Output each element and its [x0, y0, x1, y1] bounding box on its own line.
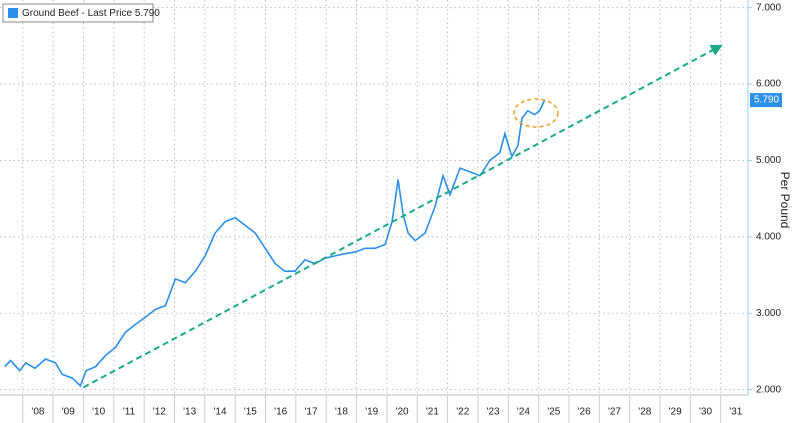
legend-label: Ground Beef - Last Price 5.790 [22, 8, 160, 19]
x-tick-label: '25 [547, 407, 560, 418]
last-price-box [750, 93, 782, 108]
x-tick-label: '15 [244, 407, 257, 418]
x-tick-label: '23 [487, 407, 500, 418]
grid [0, 0, 748, 395]
x-tick-label: '30 [699, 407, 712, 418]
x-tick-label: '14 [213, 407, 226, 418]
x-tick-label: '26 [578, 407, 591, 418]
x-tick-label: '09 [62, 407, 75, 418]
x-tick-label: '22 [456, 407, 469, 418]
legend-swatch [8, 8, 18, 18]
x-tick-label: '20 [396, 407, 409, 418]
legend-box [2, 3, 154, 23]
data-line [4, 99, 546, 388]
x-tick-label: '24 [517, 407, 530, 418]
highlight-ellipse [513, 98, 559, 128]
last-price-label: 5.790 [754, 95, 779, 106]
y-axis-title: Per Pound [778, 172, 792, 229]
x-tick-label: '28 [638, 407, 651, 418]
x-tick-label: '19 [365, 407, 378, 418]
x-tick-label: '29 [669, 407, 682, 418]
x-tick-label: '21 [426, 407, 439, 418]
legend: Ground Beef - Last Price 5.790 [2, 3, 160, 23]
y-tick-label: 6.000 [756, 79, 781, 90]
plot [4, 44, 723, 389]
x-tick-label: '10 [92, 407, 105, 418]
x-tick-label: '08 [31, 407, 44, 418]
x-tick-label: '31 [729, 407, 742, 418]
y-tick-label: 5.000 [756, 155, 781, 166]
x-tick-label: '16 [274, 407, 287, 418]
x-tick-label: '18 [335, 407, 348, 418]
x-tick-label: '17 [305, 407, 318, 418]
y-tick-label: 2.000 [756, 384, 781, 395]
x-tick-label: '27 [608, 407, 621, 418]
x-tick-label: '11 [123, 407, 136, 418]
trend-line [82, 44, 723, 389]
y-tick-label: 7.000 [756, 2, 781, 13]
x-tick-label: '13 [183, 407, 196, 418]
y-tick-label: 4.000 [756, 231, 781, 242]
y-tick-label: 3.000 [756, 308, 781, 319]
x-tick-label: '12 [153, 407, 166, 418]
